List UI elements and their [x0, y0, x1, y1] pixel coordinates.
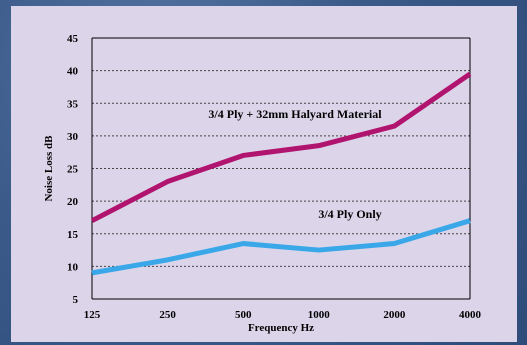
y-tick-label: 45 — [67, 33, 79, 45]
series-label-ply-only: 3/4 Ply Only — [318, 207, 381, 221]
series-line-ply-only — [91, 218, 471, 276]
series-line-halyard — [90, 71, 472, 223]
y-tick-label: 10 — [67, 261, 79, 273]
y-tick-label: 5 — [73, 294, 79, 306]
x-tick-label: 4000 — [459, 309, 482, 321]
x-tick-label: 250 — [159, 309, 176, 321]
y-tick-label: 40 — [67, 66, 79, 78]
chart-panel — [11, 6, 517, 342]
y-tick-label: 15 — [67, 229, 79, 241]
label-layer: 5 10 15 20 25 30 35 40 45 125 250 500 1000 2000 4000 3/… — [67, 33, 482, 321]
axes-layer — [91, 37, 471, 300]
y-tick-label: 35 — [67, 98, 79, 110]
y-tick-label: 20 — [67, 196, 79, 208]
y-tick-label: 30 — [67, 131, 79, 143]
x-tick-label: 125 — [84, 309, 101, 321]
series-layer — [90, 71, 472, 276]
x-tick-label: 1000 — [308, 309, 331, 321]
x-axis-title: Frequency Hz — [248, 322, 314, 334]
x-tick-label: 500 — [235, 309, 252, 321]
y-tick-label: 25 — [67, 164, 79, 176]
grid-layer — [92, 70, 470, 267]
x-tick-label: 2000 — [383, 309, 406, 321]
y-axis-title: Noise Loss dB — [43, 135, 55, 202]
series-label-halyard: 3/4 Ply + 32mm Halyard Material — [208, 107, 382, 121]
